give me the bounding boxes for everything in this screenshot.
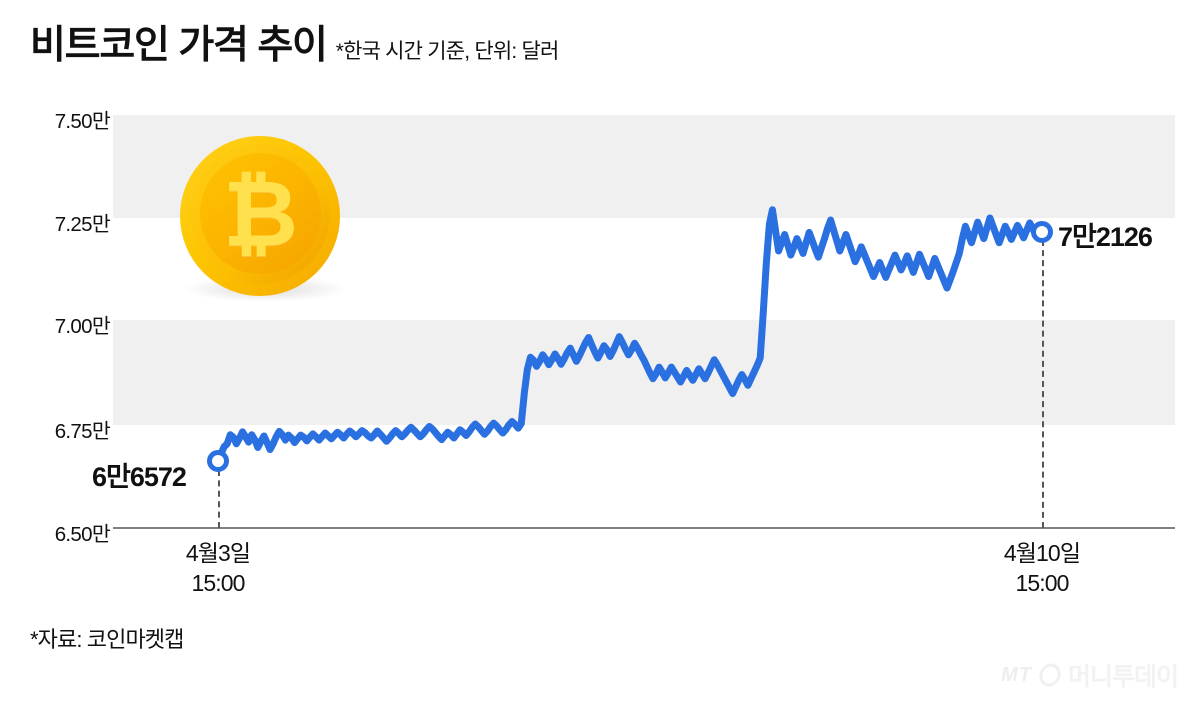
watermark-mt-text: MT	[1001, 663, 1032, 686]
x-tick-label-end: 4월10일 15:00	[922, 538, 1162, 599]
y-tick-label-67500: 6.75만	[54, 420, 111, 443]
x-tick-end-time: 15:00	[1015, 570, 1069, 597]
y-tick-label-75000: 7.50만	[54, 110, 111, 133]
page-subtitle: *한국 시간 기준, 단위: 달러	[335, 40, 560, 63]
dropline-end	[1042, 240, 1044, 528]
y-tick-label-65000: 6.50만	[54, 523, 111, 546]
bitcoin-b-symbol: ₿	[223, 159, 298, 267]
page-title: 비트코인 가격 추이	[30, 24, 328, 67]
y-tick-label-72500: 7.25만	[54, 213, 111, 236]
x-axis-line	[113, 527, 1175, 529]
end-value-text: 7만2126	[1058, 222, 1153, 252]
x-tick-end-date: 4월10일	[1003, 540, 1081, 566]
end-value-label: 7만2126	[1058, 215, 1153, 254]
moneytoday-watermark: MT 머니투데이	[1001, 657, 1179, 693]
bitcoin-coin-icon: ₿	[176, 134, 354, 309]
x-tick-label-start: 4월3일 15:00	[98, 538, 338, 599]
watermark-name-text: 머니투데이	[1067, 663, 1179, 691]
watermark-circle-icon	[1037, 660, 1063, 690]
start-value-text: 6만6572	[92, 462, 187, 492]
x-tick-start-time: 15:00	[191, 570, 245, 597]
shaded-band-lower	[113, 320, 1175, 425]
coin-inner-face	[200, 153, 321, 274]
y-tick-label-70000: 7.00만	[54, 315, 111, 338]
source-note: *자료: 코인마켓캡	[30, 627, 184, 652]
start-value-label: 6만6572	[92, 455, 187, 494]
x-tick-start-date: 4월3일	[185, 540, 251, 566]
chart-header: 비트코인 가격 추이 *한국 시간 기준, 단위: 달러	[30, 26, 559, 65]
dropline-start	[218, 470, 220, 528]
start-point-marker	[207, 450, 229, 472]
end-point-marker	[1031, 221, 1053, 243]
